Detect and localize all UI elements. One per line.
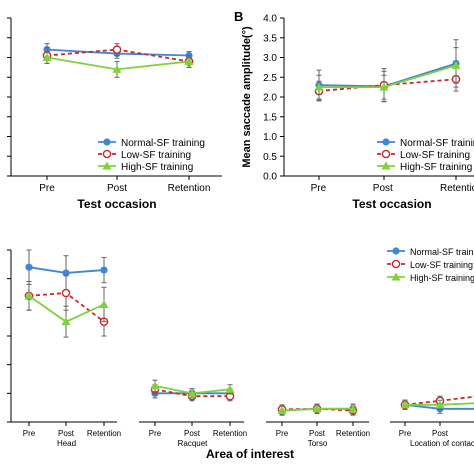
panel-b-data-point [379,82,389,91]
panel-c-group-label-racquet: Racquet [178,439,209,448]
panel-b-legend-entry-normal-sf-training: Normal-SF training [377,138,474,149]
panel-b-series-low-sf-training [314,66,461,103]
panel-c-location-of-contact-data-point [400,400,410,409]
panel-c-chart: Pre Post Retention Head Pre Post Retention Racq… [7,247,474,461]
panel-c-group-label-torso: Torso [308,439,328,448]
panel-b-x-axis-title: Test occasion [352,197,431,211]
panel-a-legend-entry-low-sf-training: Low-SF training [98,149,191,161]
panel-a-data-point [184,56,194,65]
panel-c-x-tick-label-pre: Pre [276,429,289,438]
panel-c-x-tick-label-pre: Pre [23,429,36,438]
panel-c-x-tick-label-pre: Pre [399,429,412,438]
panel-a-x-tick-label-retention: Retention [168,183,211,194]
panel-b-legend-marker [381,161,391,170]
panel-b-data-point [451,60,461,69]
panel-b-y-tick-label: 3.0 [263,53,277,64]
panel-b-legend-entry-high-sf-training: High-SF training [377,161,472,173]
panel-b-legend-label: Normal-SF training [400,138,474,149]
panel-a-series-high-sf-training [42,51,194,78]
panel-c-legend-marker [391,272,401,281]
panel-b-y-tick-label: 2.5 [263,73,277,84]
panel-c-location-of-contact-series-high-sf-training [400,399,474,410]
panel-c-location-of-contact-data-point [435,400,445,409]
panel-b-x-tick-label-post: Post [373,183,393,194]
panel-a-legend-marker [102,149,112,159]
panel-c-head-data-point [99,299,109,308]
panel-a-legend-label: Low-SF training [121,150,191,161]
panel-c-torso-data-point [348,404,358,413]
panel-c-head-data-point [25,263,33,271]
panel-c-racquet-data-point [187,388,197,397]
panel-a-data-point [42,53,52,61]
panel-b-legend-label: Low-SF training [400,150,470,161]
panel-a-legend-label: Normal-SF training [121,138,205,149]
panel-b-data-point [314,82,324,91]
panel-a-legend-entry-high-sf-training: High-SF training [98,161,193,173]
panel-c-torso-data-point [277,406,287,415]
panel-b-y-tick-label: 1.5 [263,112,277,123]
panel-c-head-data-point [24,291,34,300]
panel-a-x-axis-title: Test occasion [77,197,156,211]
panel-c-legend-label: High-SF training [410,273,474,283]
panel-c-torso-series-high-sf-training [277,403,358,416]
panel-c-x-tick-label-post: Post [58,429,75,438]
panel-c-x-tick-label-post: Post [184,429,201,438]
panel-c-x-tick-label-retention: Retention [87,429,121,438]
panel-c-torso-data-point [312,404,322,413]
panel-b-chart: B 0.0 0.5 1.0 1.5 2.0 2.5 3.0 3.5 4.0 Pre Post Ret… [234,9,474,211]
panel-c-legend-entry-normal-sf-training: Normal-SF training [387,247,474,257]
panel-c-legend-entry-low-sf-training: Low-SF training [387,259,473,270]
panel-b-y-tick-label: 2.0 [263,93,277,104]
panel-c-group-label-head: Head [57,439,76,448]
panel-c-head-data-point [61,317,71,326]
panel-a-x-tick-label-pre: Pre [39,183,55,194]
panel-c-head-data-point [62,269,70,277]
panel-a-data-point [112,45,122,54]
panel-c-legend-label: Normal-SF training [410,247,474,257]
panel-c-x-tick-label-post: Post [432,429,449,438]
panel-a-legend-label: High-SF training [121,162,193,173]
panel-c-x-tick-label-pre: Pre [149,429,162,438]
panel-c-head-data-point [100,266,108,274]
panel-a-x-tick-label-post: Post [107,183,127,194]
panel-c-racquet-data-point [150,381,160,390]
panel-c-legend-marker [392,247,400,255]
panel-b-letter: B [234,9,243,24]
panel-b-y-tick-label: 1.0 [263,132,277,143]
panel-c-head-series-normal-sf-training [25,249,108,291]
panel-a-legend-marker [102,161,112,170]
panel-b-x-tick-label-retention: Retention [440,183,474,194]
panel-b-y-axis-title: Mean saccade amplitude(°) [241,26,253,168]
panel-c-legend-marker [391,259,401,269]
panel-a-legend-entry-normal-sf-training: Normal-SF training [98,138,205,149]
panel-b-x-tick-label-pre: Pre [311,183,327,194]
panel-c-x-tick-label-retention: Retention [336,429,370,438]
panel-b-legend-marker [381,149,391,159]
panel-c-group-label-location-of-contact: Location of contact [410,439,474,448]
panel-a-chart: Pre Post Retention Normal-SF trainingLow-S… [7,17,222,211]
panel-c-legend-entry-high-sf-training: High-SF training [387,272,474,283]
panel-b-legend-marker [382,138,390,146]
panel-c-head-data-point [61,288,71,298]
panel-c-racquet-series-high-sf-training [150,379,235,399]
panel-c-x-axis-title: Area of interest [206,447,294,461]
panel-a-legend-marker [103,138,111,146]
panel-b-legend-entry-low-sf-training: Low-SF training [377,149,470,161]
panel-c-racquet-data-point [225,384,235,393]
panel-c-x-tick-label-post: Post [309,429,326,438]
panel-c-x-tick-label-retention: Retention [213,429,247,438]
panel-b-y-tick-label: 0.5 [263,152,277,163]
panel-b-legend-label: High-SF training [400,162,472,173]
panel-b-y-tick-label: 4.0 [263,14,277,25]
panel-b-y-tick-label: 0.0 [263,172,277,183]
panel-b-series-high-sf-training [314,47,461,100]
panel-a-data-point [112,64,122,73]
panel-c-head-series-high-sf-training [24,281,109,338]
panel-c-legend-label: Low-SF training [410,260,473,270]
panel-b-y-tick-label: 3.5 [263,33,277,44]
